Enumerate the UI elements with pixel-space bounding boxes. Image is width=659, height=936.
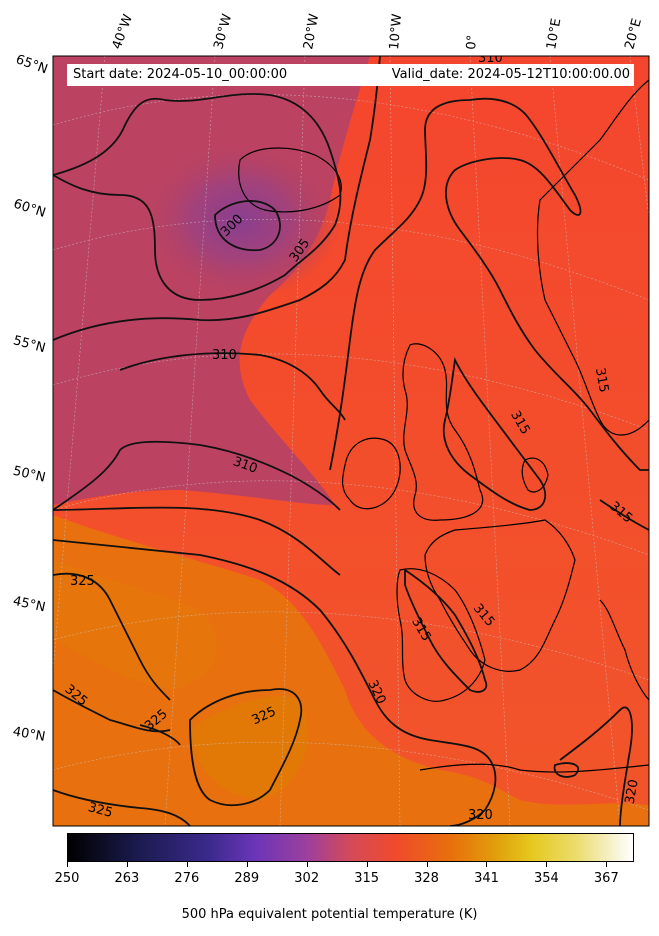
contour-325-c: [189, 688, 303, 807]
start-date-label: Start date: 2024-05-10_00:00:00: [73, 67, 288, 82]
longitude-labels: 40°W 30°W 20°W 10°W 0° 10°E 20°E: [110, 12, 645, 51]
contour-315-d: [404, 568, 488, 693]
contour-310-a: [53, 56, 381, 341]
colorbar-tick: [546, 862, 548, 867]
colorbar-title: 500 hPa equivalent potential temperature…: [181, 907, 478, 922]
date-info-bar: Start date: 2024-05-10_00:00:00 Valid_da…: [67, 64, 634, 86]
cold-core: [140, 140, 340, 300]
lat-label: 65°N: [14, 52, 50, 77]
colorbar-tick: [606, 862, 608, 867]
colorbar: [67, 833, 634, 862]
colorbar-tick-label: 263: [114, 871, 140, 886]
colorbar-tick: [67, 862, 68, 867]
contour-310-b: [119, 352, 346, 421]
contour-325-a: [53, 572, 171, 701]
lat-label: 40°N: [12, 724, 47, 744]
contour-320-a: [53, 539, 497, 826]
contour-300: [214, 200, 281, 252]
colorbar-tick-label: 354: [533, 871, 559, 886]
lon-label: 0°: [464, 34, 480, 50]
lat-label: 45°N: [12, 594, 47, 615]
contour-label: 325: [70, 574, 95, 589]
colorbar-tick-label: 328: [414, 871, 439, 886]
contour-320-b: [559, 706, 633, 826]
contour-label: 320: [468, 808, 493, 823]
contour-315-c: [442, 357, 547, 511]
contour-315-b: [53, 506, 341, 576]
lon-label: 10°W: [387, 13, 405, 50]
map-frame: [52, 55, 650, 827]
valid-date-label: Valid_date: 2024-05-12T10:00:00.00: [391, 67, 630, 82]
lon-label: 20°W: [301, 13, 322, 51]
contour-320-c: [553, 762, 580, 778]
lon-label: 10°E: [544, 17, 564, 50]
map-area: 300 305 310 310 310 315 315 315 315 315 …: [53, 51, 649, 826]
contours: [53, 56, 649, 826]
colorbar-tick-label: 250: [54, 871, 80, 886]
lat-label: 55°N: [12, 333, 48, 356]
contour-325-e: [139, 724, 181, 746]
colorbar-tick: [246, 862, 248, 867]
latitude-labels: 65°N 60°N 55°N 50°N 45°N 40°N: [12, 52, 50, 745]
colorbar-tick-label: 367: [593, 871, 619, 886]
lat-label: 60°N: [12, 197, 48, 221]
contour-label: 310: [212, 348, 237, 363]
contour-310-c: [53, 440, 341, 511]
colorbar-tick: [186, 862, 188, 867]
contour-325-b: [53, 689, 171, 733]
colorbar-tick: [126, 862, 128, 867]
lat-label: 50°N: [12, 464, 47, 486]
contour-label: 325: [86, 800, 114, 821]
contour-315-a: [329, 97, 649, 471]
colorbar-tick: [486, 862, 488, 867]
colorbar-tick-label: 315: [354, 871, 380, 886]
lon-label: 40°W: [110, 12, 136, 51]
colorbar-tick-label: 341: [474, 871, 499, 886]
colorbar-tick: [426, 862, 428, 867]
graticule: [53, 56, 649, 826]
colorbar-tick: [366, 862, 368, 867]
contour-label: 310: [478, 51, 503, 66]
contour-305: [53, 93, 342, 301]
lon-label: 20°E: [622, 17, 645, 51]
colorbar-tick: [306, 862, 308, 867]
colorbar-tick-label: 302: [294, 871, 320, 886]
contour-label: 320: [623, 778, 642, 805]
contour-325-d: [53, 789, 191, 826]
contour-label: 315: [592, 367, 611, 394]
contour-315-e: [599, 499, 649, 531]
colorbar-tick-label: 276: [174, 871, 200, 886]
lon-label: 30°W: [211, 12, 235, 51]
colorbar-tick-label: 289: [234, 871, 260, 886]
